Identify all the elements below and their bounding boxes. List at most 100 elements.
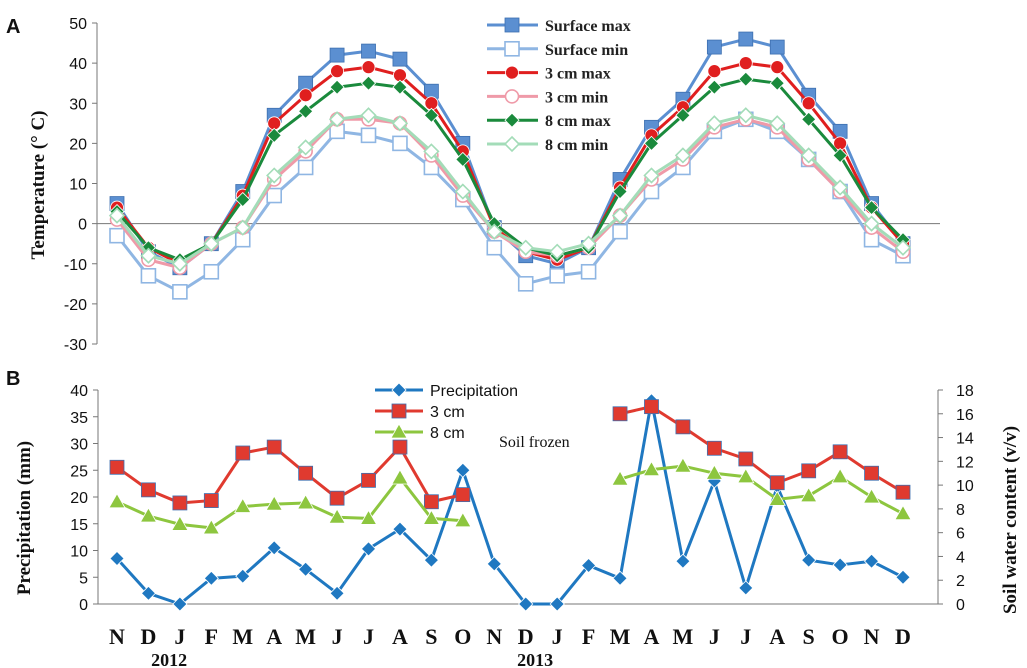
y-tick-label-b-right: 18 (956, 383, 974, 400)
x-tick-label-month: A (769, 624, 785, 649)
data-point (642, 460, 661, 477)
data-point (738, 580, 754, 596)
data-point (863, 215, 880, 232)
data-point (171, 255, 189, 272)
data-point (801, 552, 817, 568)
data-point (455, 487, 471, 503)
x-group-label-year: 2013 (517, 650, 553, 668)
legend-b-marker (390, 423, 408, 439)
legend-a-label: 3 cm max (545, 66, 611, 83)
data-point (580, 263, 597, 280)
data-point (675, 419, 691, 435)
series-line-segment-1 (619, 464, 904, 515)
y-tick-label-a: 10 (69, 177, 87, 194)
legend-a-label: Surface min (545, 42, 628, 59)
y-tick-label-a: -20 (64, 297, 87, 314)
data-point (392, 521, 408, 537)
data-point (801, 111, 817, 127)
y-tick-label-a: 0 (78, 217, 87, 234)
data-point (517, 239, 534, 256)
data-point (266, 127, 282, 143)
data-point (674, 457, 692, 473)
x-tick-label-month: J (552, 624, 563, 649)
x-tick-label-month: J (363, 624, 374, 649)
data-point (831, 179, 849, 196)
data-point (392, 135, 408, 152)
data-point (486, 556, 502, 572)
legend-a-label: Surface max (545, 18, 631, 35)
data-point (109, 550, 125, 567)
y-tick-label-b-right: 10 (956, 478, 974, 495)
x-tick-label-month: D (518, 624, 534, 649)
y-tick-label-a: -30 (64, 337, 87, 354)
data-point (391, 469, 409, 485)
y-tick-label-b-left: 30 (70, 437, 88, 454)
data-point (234, 497, 252, 513)
data-point (109, 459, 125, 475)
data-point (108, 207, 126, 224)
data-point (612, 570, 628, 586)
data-point (455, 462, 471, 478)
data-point (361, 472, 376, 488)
legend-b-label: 3 cm (430, 404, 465, 421)
x-tick-label-month: S (803, 624, 815, 649)
data-point (706, 115, 723, 132)
series-b-3-cm (109, 399, 911, 511)
data-point (674, 147, 692, 164)
data-point (423, 552, 439, 568)
x-tick-label-month: D (140, 624, 156, 649)
annotation-soil-frozen: Soil frozen (499, 434, 570, 451)
series-b-precipitation (109, 393, 911, 612)
data-point (486, 239, 503, 256)
data-point (737, 467, 755, 484)
data-point (423, 143, 440, 160)
data-point (769, 39, 785, 55)
data-point (675, 553, 691, 569)
data-point (266, 167, 283, 184)
x-tick-label-month: S (425, 624, 437, 649)
x-tick-label-month: F (205, 624, 218, 649)
y-tick-label-b-right: 2 (956, 573, 965, 590)
data-point (140, 585, 157, 601)
data-point (298, 88, 313, 103)
data-point (360, 107, 377, 124)
x-tick-label-month: M (232, 624, 253, 649)
y-tick-label-b-right: 14 (956, 431, 974, 448)
data-point (738, 71, 754, 87)
y-tick-label-b-left: 0 (79, 597, 88, 614)
data-point (454, 183, 471, 200)
data-point (329, 47, 345, 63)
data-point (643, 167, 660, 184)
y-tick-label-a: 40 (69, 56, 87, 73)
y-axis-title-a: Temperature (° C) (28, 110, 49, 259)
y-tick-label-b-left: 10 (70, 544, 88, 561)
x-tick-label-month: N (109, 624, 125, 649)
data-point (862, 488, 881, 504)
data-point (675, 107, 691, 123)
data-point (329, 79, 345, 95)
data-point (768, 490, 786, 506)
data-point (328, 111, 346, 128)
data-point (769, 475, 785, 491)
data-point (140, 247, 157, 264)
data-point (549, 596, 565, 612)
panel-label-b: B (6, 368, 20, 390)
data-point (738, 56, 753, 71)
legend-b-label: 8 cm (430, 425, 465, 442)
data-point (298, 561, 314, 577)
data-point (611, 207, 629, 224)
x-tick-label-month: D (895, 624, 911, 649)
data-point (894, 504, 912, 521)
data-point (266, 187, 283, 204)
x-tick-label-month: N (864, 624, 880, 649)
legend-a-label: 8 cm min (545, 137, 608, 154)
data-point (486, 223, 503, 240)
data-point (549, 267, 565, 284)
data-point (770, 60, 785, 75)
data-point (707, 64, 722, 79)
data-point (297, 139, 314, 156)
data-point (203, 493, 219, 508)
data-point (203, 570, 219, 586)
